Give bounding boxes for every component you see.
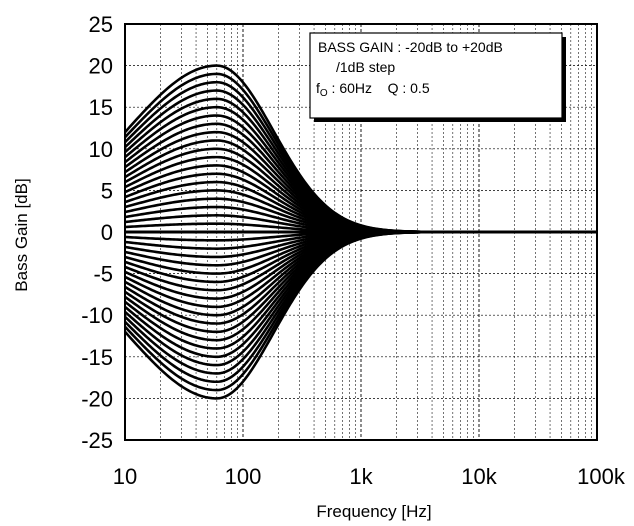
annotation-line1: BASS GAIN : -20dB to +20dB <box>318 39 503 55</box>
y-tick-label: 10 <box>89 137 113 162</box>
x-axis-label: Frequency [Hz] <box>316 502 431 521</box>
annotation-line2: /1dB step <box>336 59 395 75</box>
series-line-gain-20 <box>124 64 597 234</box>
y-tick-labels: -25 -20 -15 -10 -5 0 5 10 15 20 25 <box>81 12 113 453</box>
y-tick-label: -15 <box>81 345 113 370</box>
y-tick-label: -20 <box>81 386 113 411</box>
x-tick-label: 10 <box>113 464 137 489</box>
x-tick-labels: 10 100 1k 10k 100k <box>113 464 626 489</box>
annotation-line3-rest: : 60Hz Q : 0.5 <box>328 80 430 96</box>
plot-frame <box>124 23 598 441</box>
annotation-f-subscript: O <box>320 88 328 99</box>
annotation-box: BASS GAIN : -20dB to +20dB /1dB step fO … <box>309 32 566 122</box>
x-tick-label: 10k <box>461 464 497 489</box>
x-tick-label: 100 <box>225 464 262 489</box>
y-tick-label: 15 <box>89 95 113 120</box>
x-tick-label: 100k <box>577 464 626 489</box>
annotation-line3: fO : 60Hz Q : 0.5 <box>316 80 430 99</box>
annotation-f: f <box>316 80 320 96</box>
y-tick-label: 20 <box>89 54 113 79</box>
x-tick-label: 1k <box>349 464 373 489</box>
y-tick-label: 5 <box>101 178 113 203</box>
y-tick-label: -10 <box>81 303 113 328</box>
series-group <box>124 64 597 400</box>
annotation-panel <box>309 32 563 119</box>
y-tick-label: -25 <box>81 428 113 453</box>
y-axis-label: Bass Gain [dB] <box>12 178 31 291</box>
y-tick-label: 0 <box>101 220 113 245</box>
y-tick-label: -5 <box>93 262 113 287</box>
y-tick-label: 25 <box>89 12 113 37</box>
